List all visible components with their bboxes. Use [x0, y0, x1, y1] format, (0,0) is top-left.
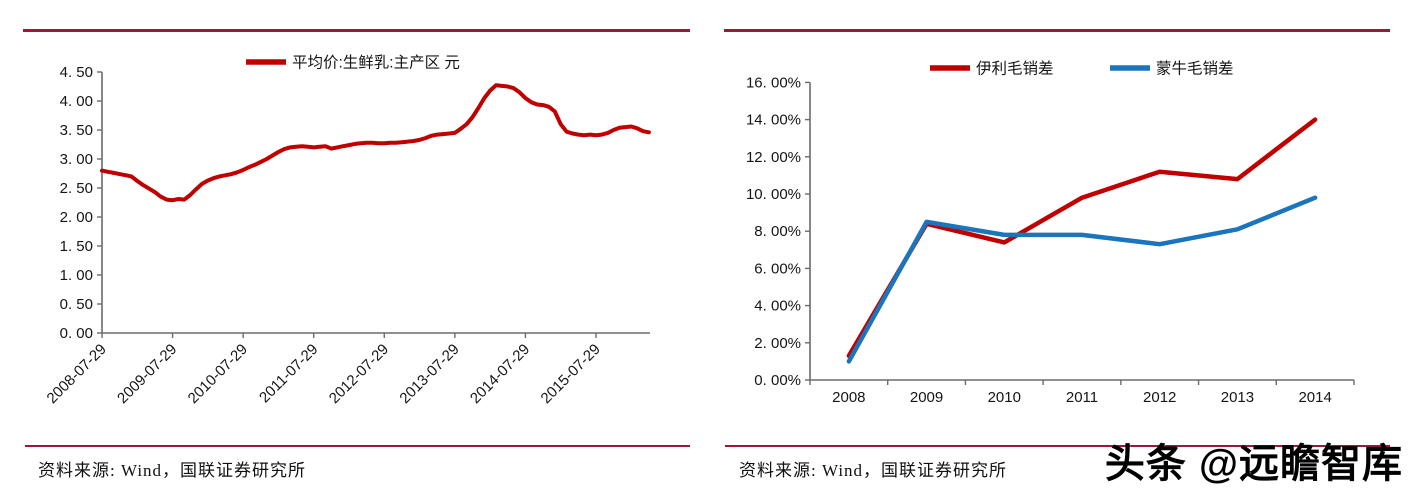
gross-margin-line-chart: 0. 00% 2. 00% 4. 00% 6. 00% 8. 00% 10. 00% 12.…	[746, 60, 1355, 406]
milk-price-line-chart: 0. 00 0. 50 1. 00 1. 50 2. 00 2. 50 3. 00 3. 50…	[44, 54, 651, 407]
x-tick-label: 2009-07-29	[114, 341, 180, 407]
x-tick-label: 2010-07-29	[185, 341, 251, 407]
y-tick-label: 3. 50	[60, 122, 93, 139]
x-tick-label: 2009	[910, 389, 943, 406]
milk-price-line	[100, 83, 651, 203]
y-tick-label: 4. 00	[60, 93, 93, 110]
x-tick-label: 2008-07-29	[44, 341, 110, 407]
y-tick-label: 1. 50	[60, 238, 93, 255]
x-tick-label: 2011	[1066, 389, 1098, 406]
legend-label-1: 蒙牛毛销差	[1156, 60, 1234, 78]
series-line-1	[846, 195, 1318, 364]
y-tick-label: 0. 00%	[754, 372, 801, 389]
y-tick-label: 2. 50	[60, 180, 93, 197]
y-tick-label: 8. 00%	[754, 223, 801, 240]
legend-label-0: 伊利毛销差	[976, 60, 1054, 78]
source-note-left: 资料来源: Wind，国联证券研究所	[38, 461, 307, 480]
y-tick-label: 0. 00	[60, 325, 93, 342]
y-tick-label: 12. 00%	[746, 149, 801, 166]
x-tick-label: 2012	[1143, 389, 1176, 406]
y-tick-label: 0. 50	[60, 296, 93, 313]
x-tick-label: 2013-07-29	[396, 341, 462, 407]
x-tick-label: 2014-07-29	[467, 341, 533, 407]
y-tick-label: 16. 00%	[746, 74, 801, 91]
bottom-rule-left	[25, 445, 690, 447]
x-tick-label: 2013	[1221, 389, 1254, 406]
x-tick-label: 2011-07-29	[256, 341, 321, 406]
y-tick-label: 10. 00%	[746, 186, 801, 203]
y-tick-label: 1. 00	[60, 267, 93, 284]
x-tick-label: 2008	[832, 389, 865, 406]
y-tick-label: 14. 00%	[746, 112, 801, 129]
x-tick-label: 2015-07-29	[538, 341, 604, 407]
y-tick-label: 2. 00	[60, 209, 93, 226]
x-tick-label: 2012-07-29	[326, 341, 392, 407]
top-rule-left	[23, 29, 690, 32]
y-tick-label: 3. 00	[60, 151, 93, 168]
top-rule-right	[724, 29, 1390, 32]
y-tick-label: 6. 00%	[754, 260, 801, 277]
y-tick-label: 4. 00%	[754, 298, 801, 315]
y-tick-label: 2. 00%	[754, 335, 801, 352]
legend-label: 平均价:生鲜乳:主产区 元	[292, 54, 460, 72]
source-note-right: 资料来源: Wind，国联证券研究所	[739, 461, 1008, 480]
watermark: 头条 @远瞻智库	[1104, 442, 1403, 486]
bottom-rule-right	[725, 445, 1390, 447]
x-tick-label: 2010	[988, 389, 1021, 406]
x-tick-label: 2014	[1298, 389, 1331, 406]
y-tick-label: 4. 50	[60, 64, 93, 81]
